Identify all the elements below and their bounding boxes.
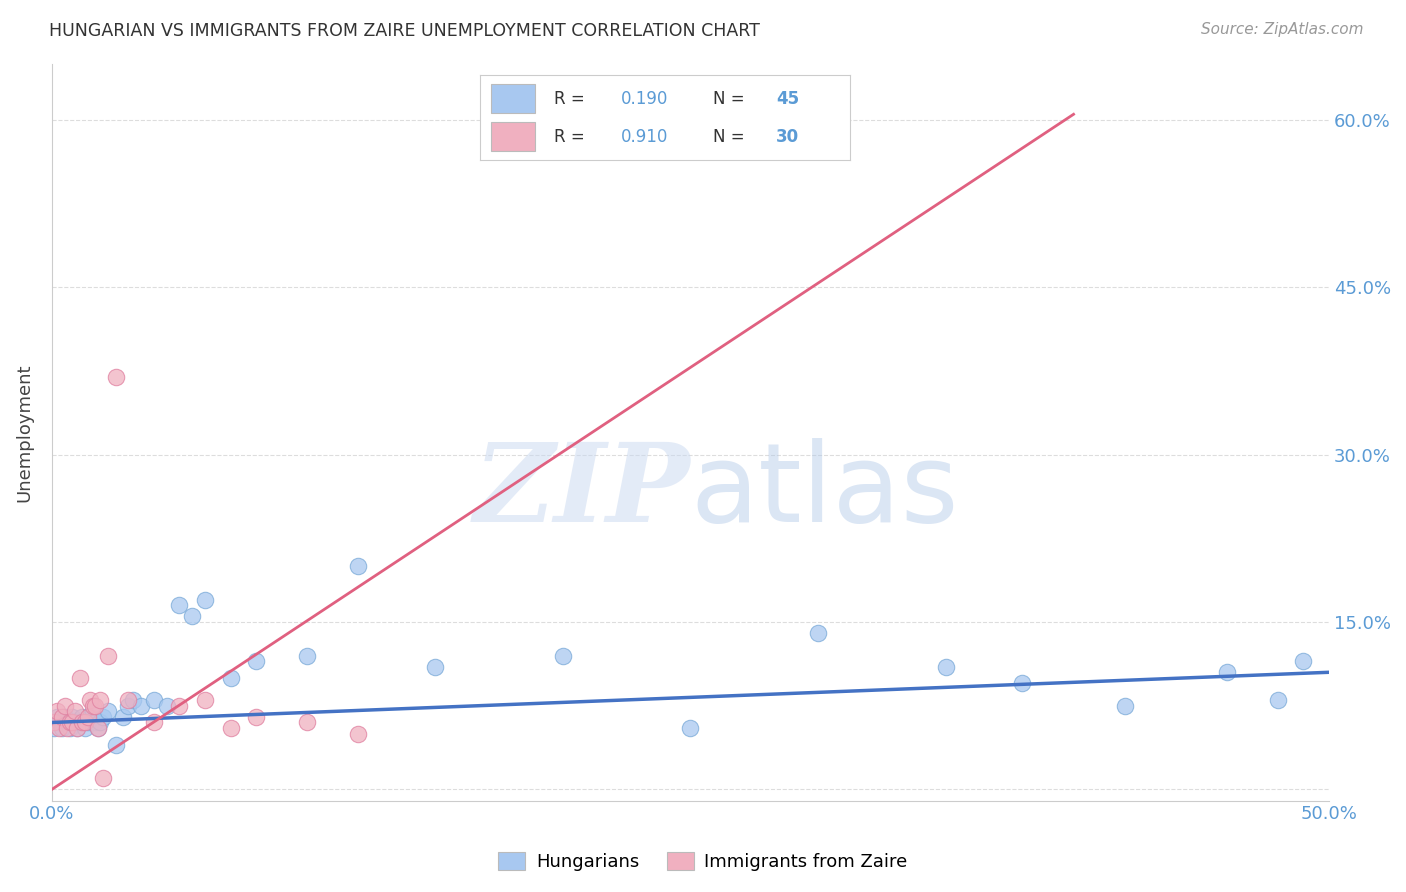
Point <box>44 715 66 730</box>
Point <box>73 721 96 735</box>
Point <box>82 698 104 713</box>
Point <box>194 693 217 707</box>
Point <box>807 626 830 640</box>
Point <box>79 693 101 707</box>
Point <box>76 710 98 724</box>
Point <box>59 715 82 730</box>
Point <box>1216 665 1239 680</box>
Text: atlas: atlas <box>690 438 959 545</box>
Point <box>142 693 165 707</box>
Text: HUNGARIAN VS IMMIGRANTS FROM ZAIRE UNEMPLOYMENT CORRELATION CHART: HUNGARIAN VS IMMIGRANTS FROM ZAIRE UNEMP… <box>49 22 761 40</box>
Point <box>51 721 73 735</box>
Point <box>97 704 120 718</box>
Point <box>72 710 94 724</box>
Point <box>423 659 446 673</box>
Point <box>295 648 318 663</box>
Point <box>59 721 82 735</box>
Point <box>60 710 83 724</box>
Point <box>66 721 89 735</box>
Point <box>45 710 67 724</box>
Point <box>245 654 267 668</box>
Point <box>219 721 242 735</box>
Point <box>45 704 67 718</box>
Point <box>87 721 110 735</box>
Point <box>551 648 574 663</box>
Point <box>1267 693 1289 707</box>
Point <box>69 671 91 685</box>
Point <box>89 693 111 707</box>
Point <box>87 721 110 735</box>
Point <box>347 726 370 740</box>
Point <box>63 715 86 730</box>
Point <box>117 693 139 707</box>
Point <box>169 698 191 713</box>
Point <box>73 715 96 730</box>
Point <box>1292 654 1315 668</box>
Point <box>60 715 83 730</box>
Point <box>156 698 179 713</box>
Point <box>129 698 152 713</box>
Point <box>1114 698 1136 713</box>
Point <box>48 721 70 735</box>
Point <box>104 738 127 752</box>
Point <box>91 710 114 724</box>
Point <box>169 599 191 613</box>
Point <box>79 710 101 724</box>
Point <box>72 715 94 730</box>
Y-axis label: Unemployment: Unemployment <box>15 363 32 501</box>
Point <box>219 671 242 685</box>
Point <box>76 715 98 730</box>
Text: ZIP: ZIP <box>474 437 690 545</box>
Point <box>69 715 91 730</box>
Point <box>84 715 107 730</box>
Point <box>117 698 139 713</box>
Point <box>181 609 204 624</box>
Point <box>142 715 165 730</box>
Legend: Hungarians, Immigrants from Zaire: Hungarians, Immigrants from Zaire <box>491 845 915 879</box>
Point <box>84 698 107 713</box>
Point <box>51 710 73 724</box>
Point <box>66 721 89 735</box>
Point <box>44 721 66 735</box>
Point <box>53 698 76 713</box>
Point <box>104 369 127 384</box>
Point <box>245 710 267 724</box>
Point <box>679 721 702 735</box>
Point <box>53 710 76 724</box>
Point <box>56 715 79 730</box>
Point <box>112 710 135 724</box>
Text: Source: ZipAtlas.com: Source: ZipAtlas.com <box>1201 22 1364 37</box>
Point <box>97 648 120 663</box>
Point <box>194 592 217 607</box>
Point <box>48 715 70 730</box>
Point <box>1011 676 1033 690</box>
Point <box>91 772 114 786</box>
Point <box>82 704 104 718</box>
Point <box>347 559 370 574</box>
Point <box>295 715 318 730</box>
Point <box>63 704 86 718</box>
Point <box>935 659 957 673</box>
Point <box>122 693 145 707</box>
Point <box>89 715 111 730</box>
Point <box>56 721 79 735</box>
